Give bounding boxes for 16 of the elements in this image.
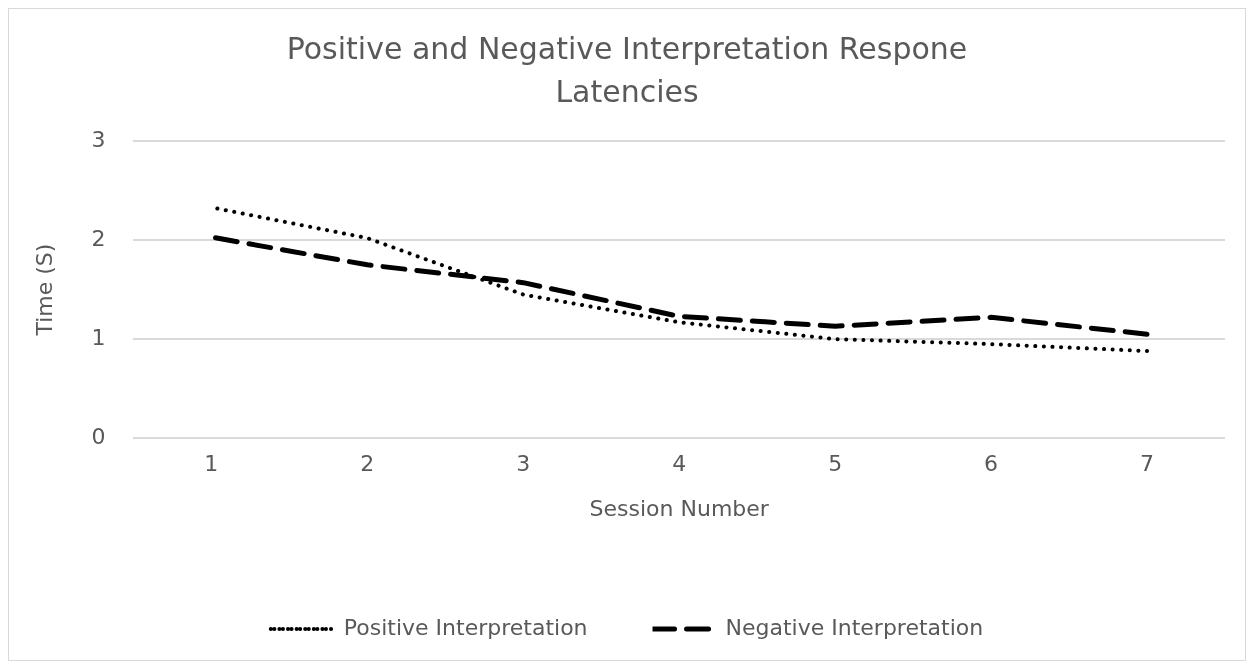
x-tick-label: 3 — [516, 451, 531, 477]
y-tick-label: 3 — [91, 126, 106, 152]
x-tick-label: 6 — [984, 451, 999, 477]
x-axis-title: Session Number — [589, 495, 770, 521]
chart-title: Positive and Negative Interpretation Respone Latencies — [286, 30, 968, 110]
y-tick-label: 1 — [91, 324, 106, 350]
y-tick-label: 2 — [91, 225, 106, 251]
legend-label: Negative Interpretation — [725, 614, 984, 640]
x-tick-label: 4 — [672, 451, 687, 477]
x-tick-label: 7 — [1140, 451, 1155, 477]
y-tick-label: 0 — [91, 423, 106, 449]
legend-label: Positive Interpretation — [343, 614, 588, 640]
x-tick-label: 5 — [828, 451, 843, 477]
y-axis-title: Time (S) — [31, 243, 57, 337]
x-tick-label: 2 — [360, 451, 375, 477]
x-tick-label: 1 — [204, 451, 219, 477]
